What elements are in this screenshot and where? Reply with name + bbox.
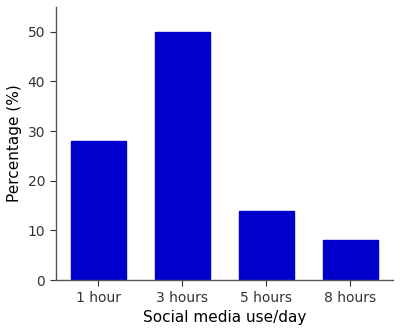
Y-axis label: Percentage (%): Percentage (%) <box>7 85 22 203</box>
X-axis label: Social media use/day: Social media use/day <box>143 310 306 325</box>
Bar <box>239 210 294 280</box>
Bar <box>155 32 210 280</box>
Bar <box>71 141 126 280</box>
Bar <box>323 240 378 280</box>
